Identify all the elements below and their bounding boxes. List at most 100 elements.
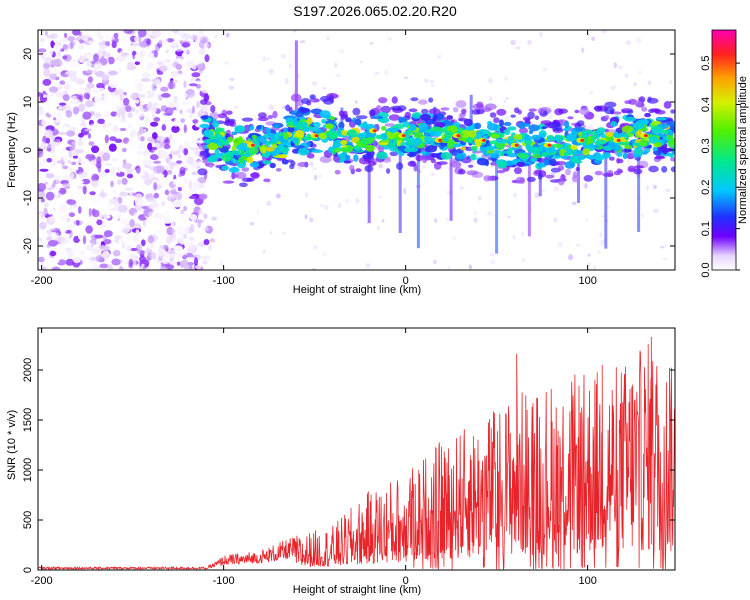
heatmap-cell [204,54,210,63]
heatmap-cell [62,165,68,170]
heatmap-cell [103,110,111,119]
heatmap-cell [364,165,374,173]
heatmap-cell [72,106,80,115]
heatmap-cell [503,76,509,81]
heatmap-cell [355,115,368,120]
heatmap-cell [94,95,102,104]
heatmap-cell [194,219,204,224]
heatmap-cell [669,80,673,85]
heatmap-cell [626,110,634,114]
heatmap-cell [263,178,271,183]
heatmap-cell [166,235,172,245]
heatmap-cell [156,70,164,76]
heatmap-cell [446,115,454,120]
heatmap-cell [560,189,563,192]
heatmap-cell [553,186,560,192]
heatmap-cell [85,62,93,67]
heatmap-cell [87,133,92,139]
heatmap-cell [140,172,145,177]
heatmap-cell [77,155,88,164]
heatmap-cell [483,175,492,182]
colorbar-tick-label: 0.5 [700,55,712,70]
heatmap-cell [653,208,659,214]
heatmap-cell [318,174,322,178]
heatmap-cell [637,150,641,232]
heatmap-cell [59,204,67,213]
heatmap-cell [404,147,414,153]
heatmap-cell [48,210,53,216]
heatmap-cell [316,106,321,110]
heatmap-cell [555,135,563,143]
y-tick-label: 500 [22,511,34,529]
heatmap-cell [189,214,198,221]
heatmap-cell [321,118,327,124]
colorbar-tick-label: 0.2 [700,180,712,195]
heatmap-cell [579,107,590,115]
heatmap-cell [92,209,100,218]
heatmap-cell [55,92,65,98]
heatmap-cell [638,70,642,74]
heatmap-cell [309,161,313,165]
heatmap-cell [646,97,659,104]
heatmap-cell [204,43,210,48]
heatmap-cell [368,109,376,117]
heatmap-cell [527,150,531,237]
heatmap-cell [139,126,144,135]
heatmap-cell [322,87,327,90]
heatmap-cell [160,86,169,92]
heatmap-cell [262,160,272,165]
heatmap-cell [591,36,595,42]
heatmap-cell [121,177,128,185]
heatmap-cell [661,166,668,173]
heatmap-cell [459,186,465,190]
heatmap-cell [146,197,157,203]
spectrogram-y-ticks: -20 -10 0 10 20 [22,48,675,254]
heatmap-cell [126,168,133,175]
heatmap-cell [542,152,547,157]
heatmap-cell [297,166,303,170]
heatmap-cell [233,141,239,148]
heatmap-cell [141,189,149,194]
y-tick-label: 2000 [22,358,34,382]
heatmap-cell [38,48,47,53]
heatmap-cell [670,137,675,145]
heatmap-cell [671,147,675,155]
heatmap-cell [576,243,581,247]
heatmap-cell [141,227,150,234]
heatmap-cell [583,175,594,182]
heatmap-cell [172,179,177,186]
heatmap-cell [62,155,68,162]
heatmap-cell [172,30,179,34]
heatmap-cell [161,258,169,265]
heatmap-cell [622,152,628,159]
heatmap-cell [52,37,63,44]
heatmap-cell [104,134,109,144]
heatmap-cell [90,123,99,128]
heatmap-cell [190,77,195,82]
heatmap-cell [82,185,87,195]
heatmap-cell [192,119,199,124]
heatmap-cell [196,100,200,109]
heatmap-cell [79,39,84,44]
heatmap-cell [149,201,154,206]
heatmap-cell [163,112,173,116]
heatmap-cell [352,107,361,116]
heatmap-cell [345,117,352,123]
heatmap-cell [178,92,189,99]
heatmap-cell [175,182,182,187]
heatmap-cell [119,127,127,132]
heatmap-cell [473,211,478,215]
heatmap-cell [155,63,160,70]
heatmap-cell [608,156,615,161]
heatmap-cell [267,115,274,119]
heatmap-cell [80,122,87,127]
heatmap-cell [510,39,516,46]
heatmap-cell [123,30,133,34]
heatmap-cell [91,248,101,255]
heatmap-cell [105,41,110,47]
heatmap-cell [188,51,194,57]
heatmap-cell [182,33,191,40]
heatmap-cell [496,138,509,144]
heatmap-cell [228,167,240,173]
